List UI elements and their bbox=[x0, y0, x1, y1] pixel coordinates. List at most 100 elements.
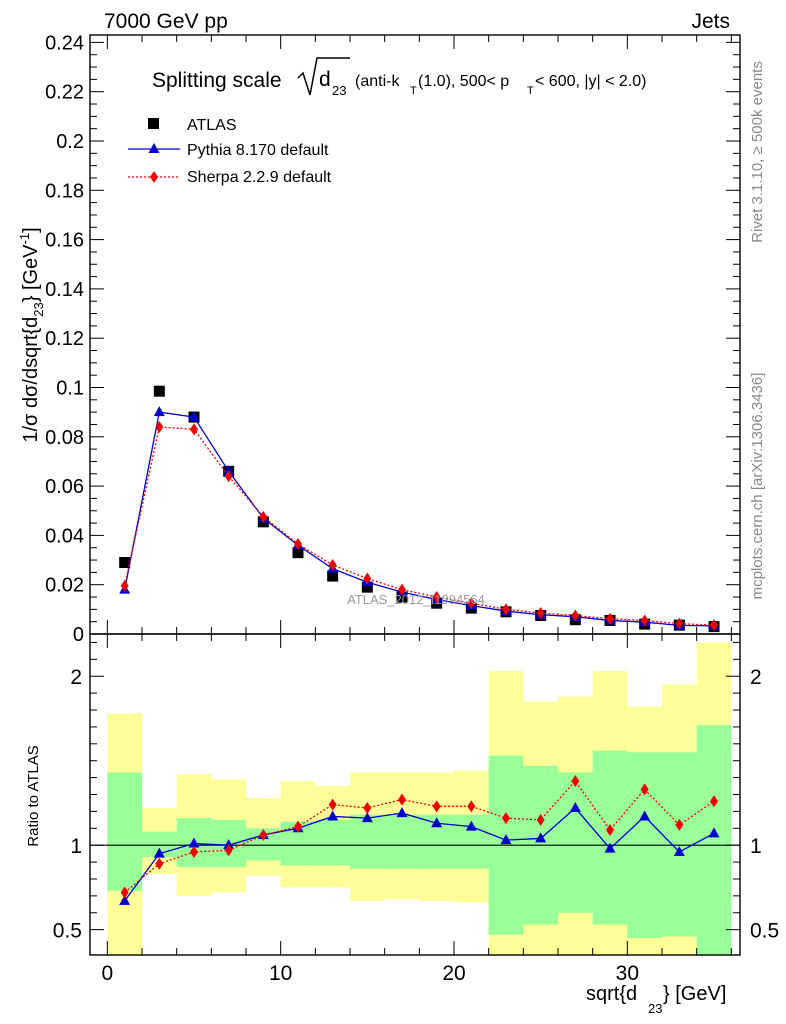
ratio-point-0-11 bbox=[500, 834, 512, 845]
main-point-0-6 bbox=[327, 570, 339, 582]
band-inner-16 bbox=[662, 752, 697, 937]
main-point-2-3 bbox=[224, 470, 233, 483]
main-series-line-2 bbox=[124, 426, 715, 626]
main-ytick-label: 0.02 bbox=[45, 575, 84, 597]
main-ytick-label: 0.18 bbox=[45, 180, 84, 202]
main-series-line-1 bbox=[124, 411, 715, 627]
ratio-point-1-15 bbox=[640, 783, 649, 796]
ratio-point-1-3 bbox=[224, 844, 233, 857]
ratio-xtick-label: 10 bbox=[269, 962, 292, 985]
ratio-xtick-label: 0 bbox=[101, 962, 113, 985]
ratio-point-1-11 bbox=[502, 812, 510, 825]
main-point-2-12 bbox=[536, 607, 545, 620]
ratio-point-0-6 bbox=[327, 810, 339, 821]
chart-title: Splitting scale d 23 (anti-k T (1.0), 50… bbox=[152, 57, 647, 98]
sqrt-symbol bbox=[297, 57, 350, 96]
band-inner-13 bbox=[558, 772, 593, 913]
legend-atlas-label: ATLAS bbox=[187, 117, 237, 134]
main-point-2-4 bbox=[259, 510, 268, 523]
ratio-xtick-label: 30 bbox=[616, 962, 639, 985]
main-ytick-label: 0.12 bbox=[45, 328, 84, 350]
band-inner-0 bbox=[107, 772, 142, 891]
main-point-0-7 bbox=[361, 581, 373, 593]
main-ytick-label: 0.04 bbox=[45, 525, 84, 547]
ratio-ytick-label-right: 0.5 bbox=[750, 920, 779, 943]
legend-pythia-marker bbox=[148, 143, 160, 153]
ratio-ytick-label-right: 2 bbox=[750, 666, 762, 689]
main-point-2-5 bbox=[294, 538, 302, 551]
ratio-point-1-4 bbox=[259, 829, 268, 842]
ratio-point-0-15 bbox=[639, 810, 651, 821]
ratio-point-0-16 bbox=[673, 845, 685, 856]
ratio-xtick-label: 20 bbox=[442, 962, 465, 985]
header-left: 7000 GeV pp bbox=[104, 10, 228, 33]
ratio-point-1-14 bbox=[606, 823, 614, 836]
ratio-point-0-0 bbox=[119, 894, 131, 905]
svg-text:sqrt{d: sqrt{d bbox=[586, 983, 637, 1005]
band-inner-8 bbox=[384, 814, 420, 869]
band-inner-7 bbox=[350, 814, 385, 869]
main-point-0-8 bbox=[396, 591, 408, 603]
ratio-ytick-label: 2 bbox=[70, 666, 82, 689]
main-point-2-1 bbox=[155, 420, 164, 433]
main-point-1-2 bbox=[188, 411, 200, 422]
main-point-0-1 bbox=[153, 385, 165, 397]
ratio-point-1-10 bbox=[467, 800, 476, 813]
header-right: Jets bbox=[691, 10, 730, 33]
legend-sherpa-marker bbox=[150, 171, 158, 183]
main-point-0-5 bbox=[292, 547, 304, 559]
ratio-point-0-13 bbox=[569, 802, 581, 813]
main-ytick-label: 0.2 bbox=[56, 131, 84, 153]
ratio-ytick-label-right: 1 bbox=[750, 835, 762, 858]
ratio-point-1-0 bbox=[120, 886, 129, 899]
main-point-2-2 bbox=[190, 423, 198, 436]
main-point-2-13 bbox=[571, 609, 580, 622]
main-point-2-16 bbox=[675, 617, 684, 630]
ratio-point-0-17 bbox=[708, 827, 720, 838]
legend-sherpa-label: Sherpa 2.2.9 default bbox=[187, 169, 332, 186]
mcplots-credit-text: mcplots.cern.ch [arXiv:1306.3436] bbox=[749, 373, 766, 600]
ratio-point-1-8 bbox=[398, 793, 406, 806]
main-point-2-0 bbox=[120, 579, 129, 592]
main-point-2-10 bbox=[467, 597, 476, 610]
main-point-2-17 bbox=[710, 619, 718, 632]
main-point-2-11 bbox=[502, 603, 510, 616]
title-var: d bbox=[319, 68, 331, 91]
main-panel: 0 0.02 0.04 0.06 0.08 0.1 0.12 0.14 0.16 0.18 0.2 0… bbox=[45, 32, 741, 646]
ratio-y-axis-label: Ratio to ATLAS bbox=[25, 745, 42, 846]
main-ytick-label: 0.1 bbox=[56, 377, 84, 399]
main-point-2-6 bbox=[328, 558, 337, 571]
main-point-2-9 bbox=[432, 591, 441, 604]
legend: ATLAS Pythia 8.170 default Sherpa 2.2.9 … bbox=[128, 117, 332, 186]
main-ytick-label: 0.16 bbox=[45, 230, 84, 252]
main-point-2-8 bbox=[398, 583, 406, 596]
title-cut-mid: (1.0), 500< p bbox=[418, 73, 509, 90]
ratio-point-0-3 bbox=[223, 839, 235, 850]
ratio-point-0-12 bbox=[535, 832, 547, 843]
ratio-point-0-1 bbox=[153, 847, 165, 858]
main-point-2-14 bbox=[606, 612, 614, 625]
x-axis-label: sqrt{d 23 } [GeV] bbox=[586, 983, 726, 1016]
ratio-point-1-7 bbox=[363, 802, 372, 815]
main-ytick-label: 0.24 bbox=[45, 32, 84, 54]
ratio-point-0-8 bbox=[396, 807, 408, 818]
main-ytick-label: 0.08 bbox=[45, 427, 84, 449]
main-point-2-7 bbox=[363, 572, 372, 585]
ratio-point-1-17 bbox=[710, 795, 718, 808]
ratio-point-1-5 bbox=[294, 820, 302, 833]
main-y-axis-label: 1/σ dσ/dsqrt{d23} [GeV-1] bbox=[17, 227, 46, 442]
main-ytick-label: 0.06 bbox=[45, 476, 84, 498]
ratio-point-1-2 bbox=[190, 845, 198, 858]
band-inner-6 bbox=[315, 819, 350, 866]
main-point-2-15 bbox=[640, 614, 649, 627]
ratio-point-1-6 bbox=[328, 798, 337, 811]
main-point-0-0 bbox=[119, 557, 131, 569]
main-ytick-label: 0.14 bbox=[45, 279, 84, 301]
title-cut-open: (anti-k bbox=[355, 73, 400, 90]
svg-text:} [GeV]: } [GeV] bbox=[663, 983, 726, 1005]
main-ytick-label: 0.22 bbox=[45, 82, 84, 104]
title-cut-end: < 600, |y| < 2.0) bbox=[535, 73, 647, 90]
title-k-sub: T bbox=[410, 85, 417, 97]
ratio-series-line-0 bbox=[124, 807, 715, 902]
